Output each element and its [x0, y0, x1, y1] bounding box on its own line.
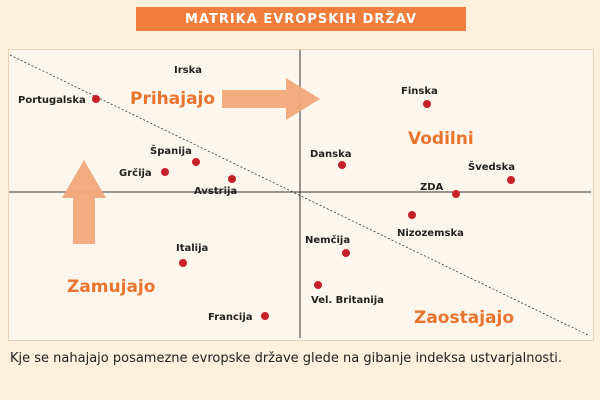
quadrant-top-right: Vodilni [408, 129, 474, 149]
country-dot-portugalska [92, 95, 100, 103]
quadrant-bottom-right: Zaostajajo [414, 308, 514, 328]
country-dot-vel-britanija [314, 281, 322, 289]
country-label-finska: Finska [401, 86, 438, 97]
country-dot-nizozemska [408, 211, 416, 219]
country-label-francija: Francija [208, 312, 253, 323]
country-label-danska: Danska [310, 149, 352, 160]
country-label-spanija: Španija [150, 144, 192, 157]
country-dot-finska [423, 100, 431, 108]
country-label-avstrija: Avstrija [194, 186, 237, 197]
country-label-grcija: Grčija [119, 167, 152, 179]
country-label-vel-britanija: Vel. Britanija [311, 295, 384, 306]
country-label-svedska: Švedska [468, 160, 515, 173]
country-dot-svedska [507, 176, 515, 184]
country-dot-grcija [161, 168, 169, 176]
up-arrow-icon [62, 160, 106, 244]
country-dot-nemcija [342, 249, 350, 257]
country-label-irska: Irska [174, 65, 202, 76]
country-label-nemcija: Nemčija [305, 234, 350, 246]
country-label-zda: ZDA [420, 182, 444, 193]
country-label-nizozemska: Nizozemska [397, 228, 464, 239]
country-dot-danska [338, 161, 346, 169]
country-dot-avstrija [228, 175, 236, 183]
caption: Kje se nahajajo posamezne evropske držav… [10, 350, 590, 367]
country-dot-spanija [192, 158, 200, 166]
diagram-title: MATRIKA EVROPSKIH DRŽAV [136, 7, 466, 31]
quadrant-bottom-left: Zamujajo [67, 277, 155, 297]
country-label-italija: Italija [176, 243, 208, 254]
country-dot-italija [179, 259, 187, 267]
country-label-portugalska: Portugalska [18, 95, 86, 106]
right-arrow-icon [222, 78, 320, 120]
title-text: MATRIKA EVROPSKIH DRŽAV [184, 11, 418, 27]
caption-text: Kje se nahajajo posamezne evropske držav… [10, 351, 563, 366]
country-dot-francija [261, 312, 269, 320]
country-dot-zda [452, 190, 460, 198]
diagonal-line [9, 54, 591, 337]
quadrant-top-left: Prihajajo [130, 89, 215, 109]
